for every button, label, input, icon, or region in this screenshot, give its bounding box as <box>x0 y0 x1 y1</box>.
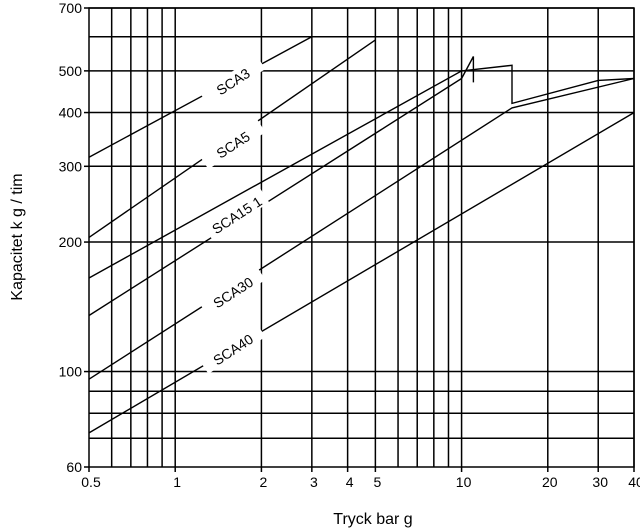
series-line-sca3 <box>88 36 313 158</box>
y-tick-labels: 60 100 200 300 400 500 700 <box>59 0 89 475</box>
x-tick-label-0-5: 0.5 <box>81 474 101 490</box>
series-label-sca30: SCA30 <box>210 274 256 312</box>
x-tick-label-4: 4 <box>346 474 354 490</box>
series-lines <box>88 36 635 434</box>
x-tick-label-40: 40 <box>628 474 640 490</box>
y-tick-label-200: 200 <box>59 234 83 250</box>
y-axis-label: Kapacitet k g / tim <box>9 173 26 300</box>
plot-frame <box>88 7 635 468</box>
x-tick-label-3: 3 <box>310 474 318 490</box>
x-tick-label-10: 10 <box>456 474 472 490</box>
y-tick-label-60: 60 <box>66 459 82 475</box>
x-tick-label-2: 2 <box>260 474 268 490</box>
y-tick-label-700: 700 <box>59 0 83 16</box>
y-tick-label-300: 300 <box>59 158 83 174</box>
series-line-unlabeled-5 <box>88 111 635 434</box>
x-axis-label: Tryck bar g <box>333 511 412 528</box>
x-tick-label-20: 20 <box>542 474 558 490</box>
y-tick-label-500: 500 <box>59 63 83 79</box>
series-label-bg-sca40 <box>199 323 266 374</box>
series-label-sca5: SCA5 <box>213 128 253 161</box>
series-label-sca15-1: SCA15 1 <box>209 193 265 237</box>
series-line-sca30 <box>88 56 475 317</box>
series-label-bg-sca5 <box>199 118 266 170</box>
series-line-sca40 <box>88 77 635 380</box>
series-label-sca40: SCA40 <box>210 331 256 369</box>
series-labels: SCA3 SCA5 SCA15 1 SCA30 SCA40 <box>199 55 270 374</box>
x-gridlines <box>110 8 635 467</box>
series-label-bg-sca3 <box>199 55 266 106</box>
y-gridlines <box>89 7 634 439</box>
series-label-sca3: SCA3 <box>213 65 253 98</box>
series-label-bg-sca30 <box>199 266 266 317</box>
x-tick-label-5: 5 <box>373 474 381 490</box>
x-tick-label-30: 30 <box>592 474 608 490</box>
x-tick-labels: 0.5 1 2 3 4 5 10 20 30 40 <box>81 467 640 490</box>
series-label-bg-sca15-1 <box>203 189 270 240</box>
series-line-sca15 <box>88 64 635 279</box>
x-tick-label-1: 1 <box>173 474 181 490</box>
y-tick-label-100: 100 <box>59 364 83 380</box>
y-tick-label-400: 400 <box>59 105 83 121</box>
